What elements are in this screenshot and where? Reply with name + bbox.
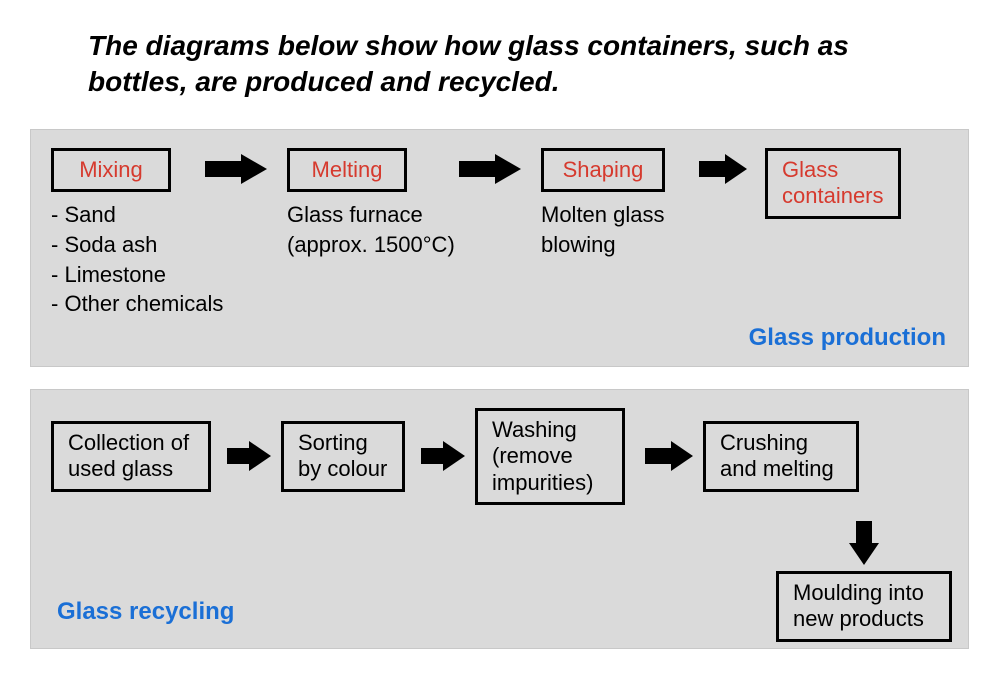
stage-shaping: Shaping Molten glass blowing bbox=[541, 148, 711, 260]
recycling-panel: Collection of used glass Sorting by colo… bbox=[30, 389, 969, 649]
production-panel: Mixing Sand Soda ash Limestone Other che… bbox=[30, 129, 969, 367]
arrow-right-icon bbox=[415, 435, 471, 477]
diagram-title: The diagrams below show how glass contai… bbox=[88, 28, 908, 101]
sub-shaping: Molten glass blowing bbox=[541, 200, 691, 259]
sub-item: Sand bbox=[51, 200, 251, 230]
box-washing: Washing (remove impurities) bbox=[475, 408, 625, 505]
arrow-right-icon bbox=[639, 435, 699, 477]
box-shaping: Shaping bbox=[541, 148, 665, 192]
sub-item: Limestone bbox=[51, 260, 251, 290]
box-containers: Glass containers bbox=[765, 148, 901, 219]
arrow-right-icon bbox=[199, 148, 273, 190]
box-melting: Melting bbox=[287, 148, 407, 192]
stage-containers: Glass containers bbox=[765, 148, 901, 219]
sub-item: Other chemicals bbox=[51, 289, 251, 319]
arrow-down-icon bbox=[849, 521, 879, 565]
box-collection: Collection of used glass bbox=[51, 421, 211, 492]
arrow-right-icon bbox=[453, 148, 527, 190]
sub-melting: Glass furnace (approx. 1500°C) bbox=[287, 200, 457, 259]
box-moulding: Moulding into new products bbox=[776, 571, 952, 642]
production-label: Glass production bbox=[749, 324, 946, 352]
sub-mixing: Sand Soda ash Limestone Other chemicals bbox=[51, 200, 251, 319]
arrow-right-icon bbox=[221, 435, 277, 477]
production-row: Mixing Sand Soda ash Limestone Other che… bbox=[51, 148, 948, 319]
stage-melting: Melting Glass furnace (approx. 1500°C) bbox=[287, 148, 477, 260]
box-crushing: Crushing and melting bbox=[703, 421, 859, 492]
arrow-right-icon bbox=[693, 148, 753, 190]
recycling-label: Glass recycling bbox=[57, 598, 234, 626]
box-mixing: Mixing bbox=[51, 148, 171, 192]
box-sorting: Sorting by colour bbox=[281, 421, 405, 492]
sub-item: Soda ash bbox=[51, 230, 251, 260]
recycling-row-top: Collection of used glass Sorting by colo… bbox=[51, 408, 948, 505]
